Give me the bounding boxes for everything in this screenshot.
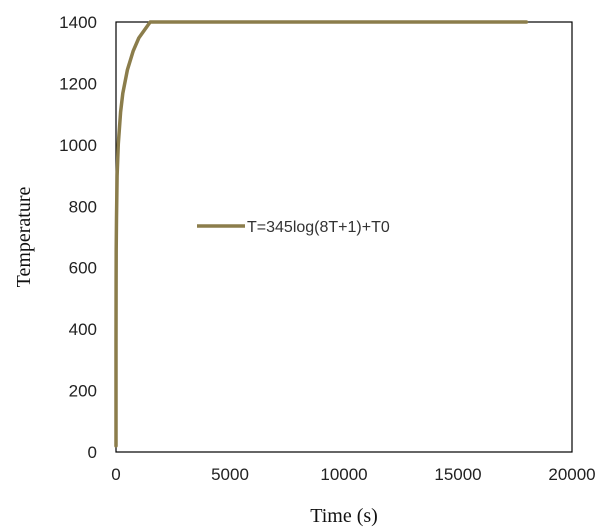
x-tick-labels: 0 5000 10000 15000 20000 — [111, 465, 595, 484]
y-tick-label: 1200 — [59, 74, 97, 93]
x-tick-label: 0 — [111, 465, 120, 484]
x-tick-label: 10000 — [320, 465, 367, 484]
y-tick-label: 200 — [69, 382, 97, 401]
y-tick-label: 600 — [69, 259, 97, 278]
series-line — [114, 20, 529, 448]
y-tick-label: 1000 — [59, 136, 97, 155]
y-axis-label: Temperature — [13, 186, 35, 287]
x-axis-label: Time (s) — [310, 505, 378, 527]
plot-area — [115, 21, 573, 453]
x-tick-label: 20000 — [548, 465, 595, 484]
y-tick-label: 0 — [88, 443, 97, 462]
legend-label: T=345log(8T+1)+T0 — [247, 219, 390, 236]
y-tick-labels: 0 200 400 600 800 1000 1200 1400 — [59, 13, 97, 462]
x-tick-label: 15000 — [434, 465, 481, 484]
y-tick-label: 400 — [69, 320, 97, 339]
y-tick-label: 800 — [69, 197, 97, 216]
x-tick-label: 5000 — [211, 465, 249, 484]
y-tick-label: 1400 — [59, 13, 97, 32]
